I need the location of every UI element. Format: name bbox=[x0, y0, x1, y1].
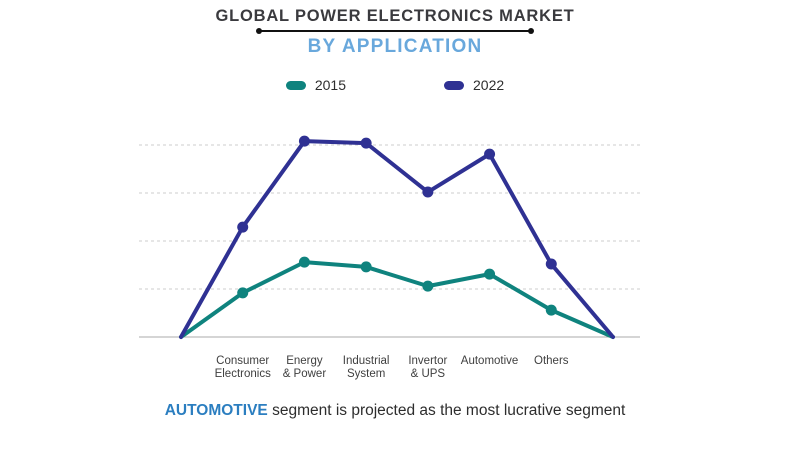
x-tick-consumer-electronics: Consumer Electronics bbox=[214, 355, 271, 380]
chart-subtitle: BY APPLICATION bbox=[307, 36, 483, 57]
x-axis-labels: Consumer Electronics Energy & Power Indu… bbox=[0, 355, 790, 387]
footnote-highlight: AUTOMOTIVE bbox=[164, 402, 268, 419]
legend-item-2015: 2015 bbox=[285, 77, 346, 93]
data-point-2015 bbox=[298, 256, 310, 268]
data-point-2015 bbox=[360, 261, 372, 273]
data-point-2022 bbox=[237, 221, 249, 233]
data-point-2015 bbox=[422, 280, 434, 292]
legend-item-2022: 2022 bbox=[444, 77, 504, 93]
legend-swatch-2022-icon bbox=[444, 80, 464, 90]
legend-label-2015: 2015 bbox=[314, 77, 346, 93]
data-point-2015 bbox=[484, 268, 496, 280]
chart-title: GLOBAL POWER ELECTRONICS MARKET bbox=[215, 7, 575, 25]
series-line-2015 bbox=[179, 260, 615, 339]
data-point-2022 bbox=[422, 186, 434, 198]
x-tick-energy-power: Energy & Power bbox=[282, 355, 327, 380]
data-point-2015 bbox=[545, 304, 557, 316]
x-tick-others: Others bbox=[534, 355, 569, 367]
data-point-2022 bbox=[360, 137, 372, 149]
footnote: AUTOMOTIVE segment is projected as the m… bbox=[0, 402, 790, 420]
legend-swatch-2015-icon bbox=[285, 80, 306, 90]
legend-label-2022: 2022 bbox=[473, 77, 505, 93]
chart-legend: 2015 2022 bbox=[0, 77, 790, 93]
data-point-2022 bbox=[545, 258, 557, 270]
series-line-2022 bbox=[179, 139, 615, 339]
data-point-2022 bbox=[298, 135, 310, 147]
data-point-2022 bbox=[484, 148, 496, 160]
footnote-text: segment is projected as the most lucrati… bbox=[267, 402, 626, 419]
x-tick-invertor-ups: Invertor & UPS bbox=[408, 355, 448, 380]
x-tick-automotive: Automotive bbox=[460, 355, 519, 367]
data-point-2015 bbox=[237, 287, 249, 299]
title-underline-rule bbox=[256, 28, 534, 34]
x-tick-industrial-system: Industrial System bbox=[342, 355, 390, 380]
